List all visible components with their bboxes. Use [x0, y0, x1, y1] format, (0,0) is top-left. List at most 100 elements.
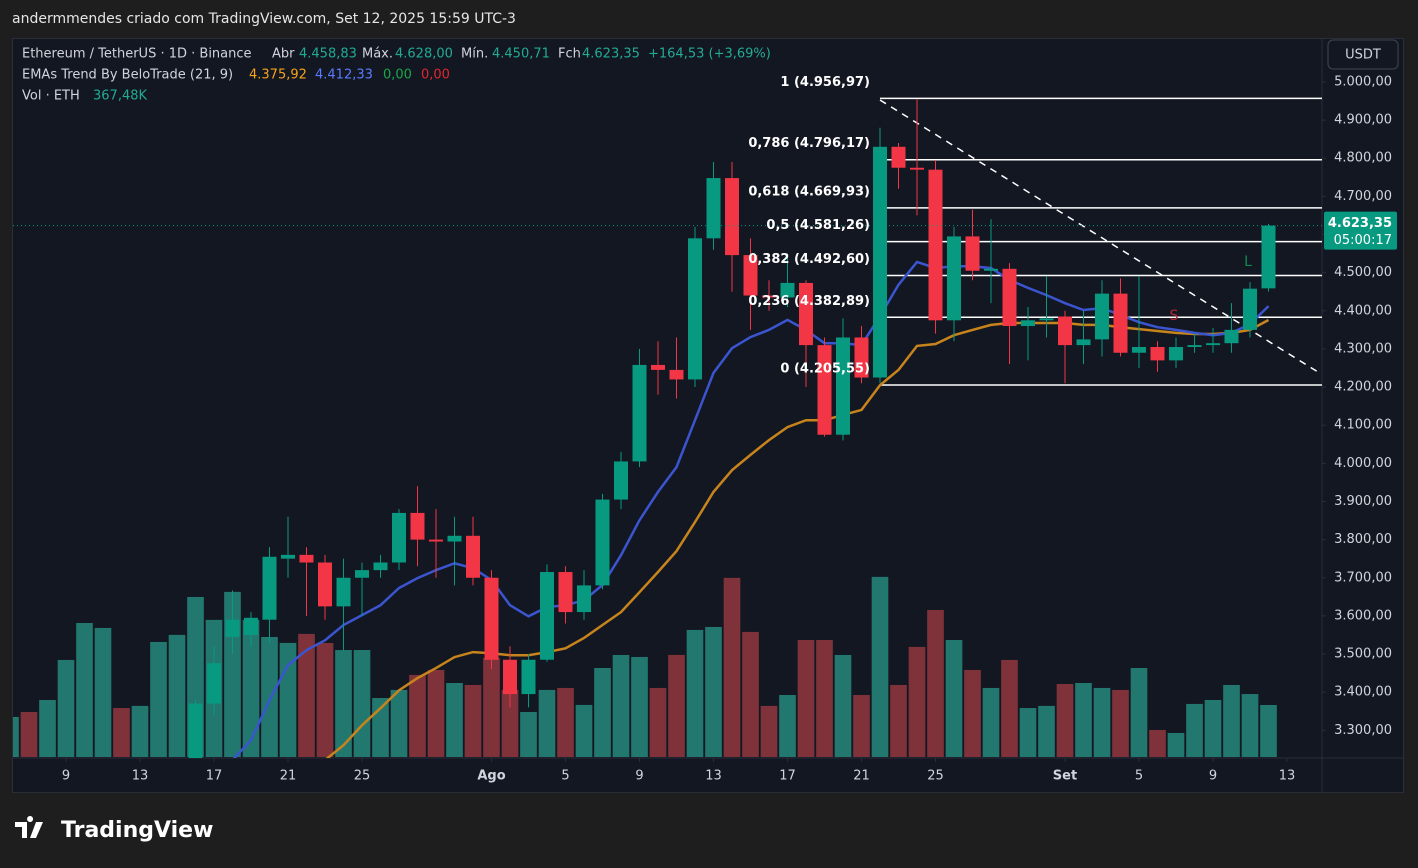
volume-bar: [353, 650, 371, 757]
legend-signal-up: 0,00: [383, 68, 412, 83]
candle-body: [392, 512, 406, 563]
volume-bar: [1093, 687, 1111, 757]
volume-bar: [1056, 683, 1074, 757]
volume-bar: [1223, 684, 1240, 757]
x-tick-label: 13: [705, 769, 722, 784]
candle-body: [651, 364, 665, 370]
legend-ema-slow: 4.375,92: [249, 68, 307, 83]
legend-volume-value: 367,48K: [93, 89, 147, 104]
y-tick-label: 3.400,00: [1334, 685, 1392, 700]
candle-body: [891, 146, 906, 168]
volume-bar: [797, 639, 815, 757]
candle-body: [928, 169, 943, 321]
header: andermmendes criado com TradingView.com,…: [12, 11, 516, 27]
volume-bar: [1186, 703, 1203, 757]
candle-body: [1076, 339, 1091, 346]
volume-bar: [446, 682, 463, 757]
candle-body: [947, 236, 961, 321]
y-tick-label: 3.300,00: [1334, 723, 1392, 738]
fib-label: 1 (4.956,97): [780, 75, 870, 90]
volume-bar: [94, 627, 112, 757]
legend-volume: Vol · ETH: [22, 89, 80, 104]
candle-body: [762, 295, 776, 298]
candle-body: [984, 268, 998, 271]
candle-body: [410, 512, 425, 540]
signal-marker: L: [1244, 254, 1252, 270]
y-tick-label: 4.500,00: [1334, 265, 1392, 280]
legend-change: +164,53 (+3,69%): [648, 47, 771, 62]
candle-body: [225, 619, 240, 637]
candle-body: [1095, 293, 1109, 340]
logo: TradingView: [15, 816, 213, 843]
legend-low: 4.450,71: [492, 47, 550, 62]
volume-bar: [298, 633, 315, 757]
volume-bar: [131, 705, 149, 757]
candle-body: [503, 659, 517, 695]
volume-bar: [150, 641, 167, 757]
volume-bar: [964, 669, 981, 757]
candle-body: [725, 178, 739, 256]
candle-body: [1058, 316, 1072, 346]
currency-label[interactable]: USDT: [1345, 48, 1381, 63]
candle-body: [706, 178, 721, 239]
y-tick-label: 3.500,00: [1334, 647, 1392, 662]
countdown: 05:00:17: [1334, 233, 1392, 248]
candle-body: [1206, 343, 1220, 346]
candle-body: [1261, 225, 1276, 289]
y-tick-label: 3.900,00: [1334, 494, 1392, 509]
volume-bar: [612, 654, 630, 757]
volume-bar: [834, 654, 852, 757]
x-tick-label: 13: [1279, 769, 1296, 784]
logo-icon: [15, 816, 43, 838]
candle-body: [355, 570, 369, 578]
y-tick-label: 3.700,00: [1334, 570, 1392, 585]
volume-bar: [1241, 694, 1259, 757]
volume-bar: [501, 689, 519, 757]
candle-body: [780, 282, 795, 298]
volume-bar: [575, 704, 593, 757]
y-tick-label: 3.800,00: [1334, 532, 1392, 547]
legend-high-label: Máx.: [362, 47, 393, 62]
x-tick-label: Ago: [477, 769, 505, 784]
legend-high: 4.628,00: [395, 47, 453, 62]
legend-signal-down: 0,00: [421, 68, 450, 83]
legend-low-label: Mín.: [461, 47, 488, 62]
candle-body: [558, 572, 573, 613]
volume-bar: [1001, 659, 1018, 757]
legend-indicator: EMAs Trend By BeloTrade (21, 9): [22, 68, 233, 83]
candle-body: [207, 663, 221, 704]
volume-bar: [1130, 667, 1148, 757]
x-tick-label: 25: [927, 769, 944, 784]
volume-bar: [1260, 705, 1277, 757]
volume-bar: [1019, 708, 1037, 757]
volume-bar: [464, 684, 482, 757]
candle-body: [466, 535, 480, 578]
volume-bar: [668, 654, 685, 757]
x-tick-label: 17: [779, 769, 796, 784]
currency-button[interactable]: [1327, 39, 1399, 70]
volume-bar: [261, 637, 278, 757]
x-tick-label: 5: [561, 769, 569, 784]
x-tick-label: 17: [206, 769, 223, 784]
volume-bar: [316, 642, 334, 757]
fib-label: 0,618 (4.669,93): [748, 184, 870, 199]
x-tick-label: 13: [132, 769, 149, 784]
x-tick-label: 9: [635, 769, 643, 784]
candle-body: [1002, 268, 1017, 327]
candle-body: [318, 562, 332, 607]
candle-body: [910, 167, 924, 170]
candle-body: [1187, 345, 1202, 348]
candle-body: [244, 617, 258, 635]
candle-body: [484, 577, 499, 660]
fib-label: 0,382 (4.492,60): [748, 252, 870, 267]
candle-body: [1150, 347, 1165, 361]
candle-body: [521, 659, 536, 695]
last-price-box: [1324, 211, 1397, 250]
candle-body: [429, 539, 443, 542]
candle-body: [669, 369, 684, 380]
candle-body: [1039, 318, 1054, 321]
candle-body: [743, 255, 758, 296]
last-price-label: 4.623,35: [1328, 216, 1392, 231]
volume-bar: [57, 659, 75, 757]
